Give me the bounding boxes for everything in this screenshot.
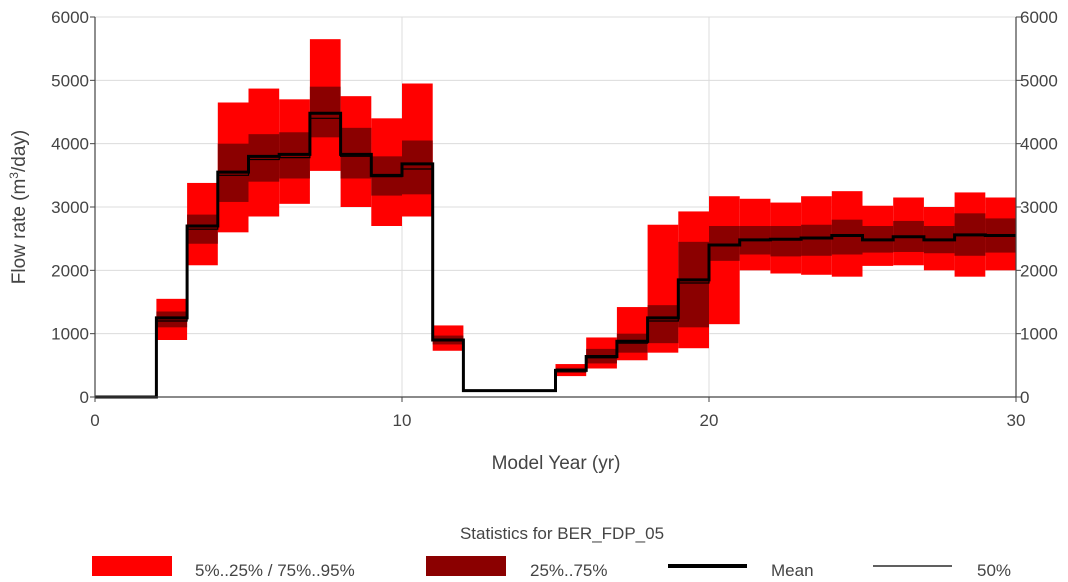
legend-title: Statistics for BER_FDP_05 <box>460 524 664 543</box>
y-tick-label-right: 5000 <box>1020 71 1058 90</box>
y-axis-title-prefix: Flow rate (m <box>9 179 30 285</box>
y-tick-label-left: 2000 <box>51 261 89 280</box>
inner-band-bar <box>156 311 188 328</box>
inner-band-bar <box>770 226 802 257</box>
legend-swatch-inner-band <box>426 556 506 576</box>
y-tick-label-left: 1000 <box>51 325 89 344</box>
y-tick-label-right: 6000 <box>1020 8 1058 27</box>
x-axis-title: Model Year (yr) <box>492 453 621 474</box>
legend-label-inner-band: 25%..75% <box>530 561 608 580</box>
x-tick-label: 0 <box>90 411 99 430</box>
statistic-lines <box>95 111 1016 399</box>
legend-swatch-outer-band <box>92 556 172 576</box>
y-axis-title-suffix: /day) <box>9 130 30 172</box>
y-tick-label-right: 3000 <box>1020 198 1058 217</box>
inner-band-bar <box>248 134 280 182</box>
y-tick-label-right: 2000 <box>1020 261 1058 280</box>
y-tick-label-right: 4000 <box>1020 135 1058 154</box>
inner-band-bar <box>402 140 433 195</box>
outer-percentile-bands <box>156 39 1016 377</box>
axes <box>90 16 1021 402</box>
y-tick-label-right: 0 <box>1020 388 1029 407</box>
inner-band-bar <box>709 226 740 261</box>
x-tick-label: 10 <box>393 411 412 430</box>
legend-label-mean: Mean <box>771 561 814 580</box>
x-tick-label: 30 <box>1007 411 1026 430</box>
y-tick-label-left: 3000 <box>51 198 89 217</box>
legend-label-median: 50% <box>977 561 1011 580</box>
y-tick-label-left: 0 <box>80 388 89 407</box>
inner-band-bar <box>678 241 709 328</box>
y-axis-title: Flow rate (m3/day) <box>7 130 30 285</box>
x-tick-label: 20 <box>700 411 719 430</box>
y-tick-label-right: 1000 <box>1020 325 1058 344</box>
legend: Statistics for BER_FDP_05 5%..25% / 75%.… <box>92 524 1011 580</box>
y-axis-title-superscript: 3 <box>7 172 21 179</box>
mean-line <box>95 111 1016 399</box>
inner-band-bar <box>801 224 832 256</box>
inner-band-bar <box>831 219 863 255</box>
y-tick-label-left: 6000 <box>51 8 89 27</box>
inner-band-bar <box>647 305 679 344</box>
y-tick-label-left: 4000 <box>51 135 89 154</box>
legend-label-outer-band: 5%..25% / 75%..95% <box>195 561 355 580</box>
y-tick-label-left: 5000 <box>51 71 89 90</box>
